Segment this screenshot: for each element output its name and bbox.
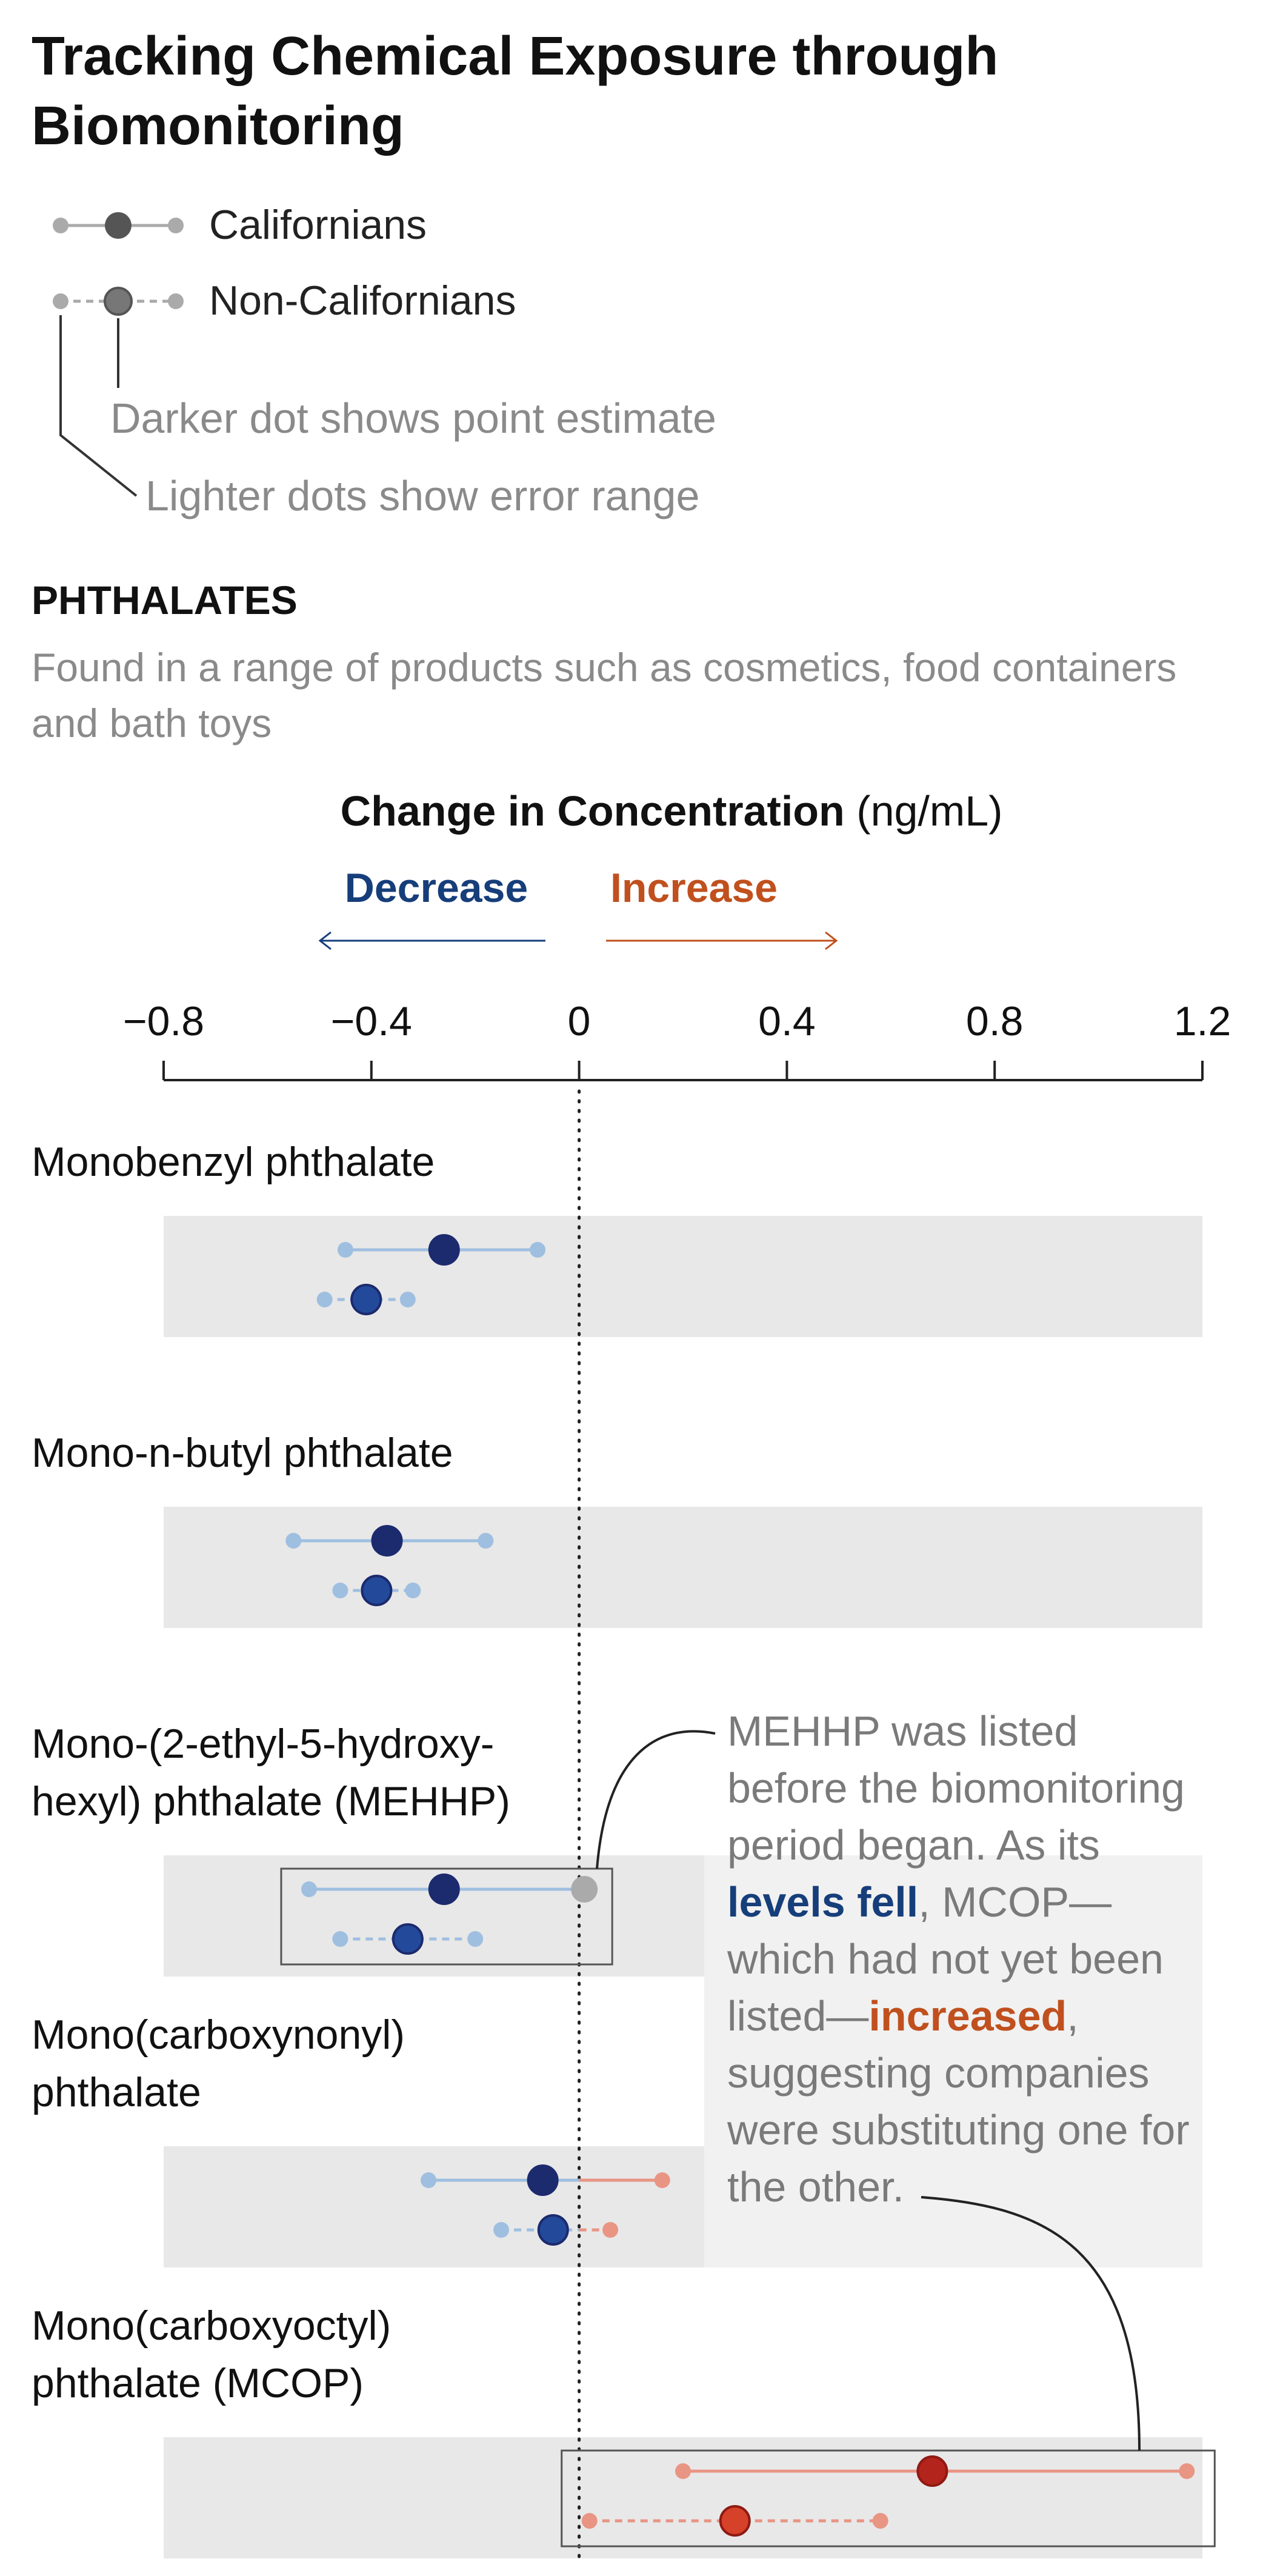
range-low-dot <box>581 2513 598 2529</box>
connector-mcop <box>921 2196 1141 2451</box>
range-non-californians <box>581 2505 888 2537</box>
chart-title: Tracking Chemical Exposure through Biomo… <box>32 26 1013 156</box>
point-estimate-dot <box>350 1284 382 1315</box>
range-high-dot <box>654 2172 670 2188</box>
point-estimate-dot <box>527 2164 559 2196</box>
x-tick-label: 0.8 <box>966 998 1024 1044</box>
legend-leader-lines <box>59 315 138 497</box>
decrease-label: Decrease <box>345 865 528 911</box>
category-label: Mono-(2-ethyl-5-hydroxy-hexyl) phthalate… <box>32 1721 510 1824</box>
legend-californians-symbol <box>53 212 184 239</box>
range-high-dot <box>478 1533 494 1549</box>
x-tick-label: 0.4 <box>758 998 816 1044</box>
category-label: Mono-n-butyl phthalate <box>32 1430 453 1476</box>
legend: Californians Non-Californians Darker dot… <box>53 202 716 519</box>
range-high-dot <box>530 1242 546 1258</box>
category-label: Mono(carboxyoctyl) phthalate (MCOP) <box>32 2303 391 2406</box>
annotation-connectors <box>596 1730 1141 2451</box>
row-marks <box>285 1234 1195 2537</box>
range-high-dot <box>872 2513 888 2529</box>
range-low-dot <box>493 2222 510 2238</box>
x-axis: −0.8 −0.4 0 0.4 0.8 1.2 <box>123 998 1231 1081</box>
section-description-line-1: Found in a range of products such as cos… <box>32 645 1176 690</box>
range-high-dot <box>571 1876 598 1903</box>
range-californians <box>285 1525 494 1557</box>
range-californians <box>421 2164 670 2196</box>
highlight-box <box>561 2449 1216 2548</box>
row-background <box>164 1507 1202 1628</box>
annotation-text: MEHHP was listed before the biomonitoring… <box>727 1707 1190 2211</box>
range-non-californians <box>332 1923 484 1955</box>
section-description-line-2: and bath toys <box>32 701 272 746</box>
range-low-dot <box>675 2463 691 2479</box>
legend-non-californians-symbol <box>53 287 184 316</box>
range-high-dot <box>1179 2463 1195 2479</box>
range-high-dot <box>405 1583 421 1598</box>
section-description: Found in a range of products such as cos… <box>32 645 1188 746</box>
point-estimate-dot <box>361 1575 393 1606</box>
range-low-dot <box>332 1931 348 1947</box>
range-non-californians <box>316 1284 416 1315</box>
row-background <box>164 2437 1202 2558</box>
axis-title-unit: (ng/mL) <box>845 787 1003 835</box>
x-tick-label: 0 <box>568 998 591 1044</box>
annotation-background <box>704 1855 1202 2267</box>
row-labels: Monobenzyl phthalate Mono-n-butyl phthala… <box>32 1139 510 2406</box>
range-non-californians <box>332 1575 421 1606</box>
range-low-dot <box>316 1292 333 1307</box>
range-high-dot <box>602 2222 619 2238</box>
increase-label: Increase <box>610 865 778 911</box>
category-label: Monobenzyl phthalate <box>32 1139 435 1185</box>
range-californians <box>675 2455 1195 2487</box>
decrease-arrow <box>318 931 545 950</box>
annotation-box <box>704 1855 1202 2267</box>
range-californians <box>301 1874 598 1905</box>
x-tick-label: 1.2 <box>1174 998 1231 1044</box>
legend-non-californians-label: Non-Californians <box>209 278 516 324</box>
point-estimate-dot <box>428 1874 460 1905</box>
range-californians <box>337 1234 546 1266</box>
point-estimate-dot <box>392 1923 424 1955</box>
row-background <box>164 1216 1202 1337</box>
highlight-boxes <box>280 1867 1216 2548</box>
highlight-box <box>280 1867 613 1966</box>
legend-range-note: Lighter dots show error range <box>145 472 699 519</box>
x-tick-label: −0.8 <box>123 998 204 1044</box>
range-low-dot <box>285 1533 302 1549</box>
point-estimate-dot <box>371 1525 403 1557</box>
range-low-dot <box>332 1583 348 1598</box>
point-estimate-dot <box>537 2214 569 2246</box>
legend-californians-label: Californians <box>209 202 427 248</box>
category-label: Mono(carboxynonyl) phthalate <box>32 2012 405 2115</box>
legend-point-note: Darker dot shows point estimate <box>110 395 716 442</box>
x-tick-label: −0.4 <box>331 998 412 1044</box>
connector-mehhp <box>596 1730 716 1869</box>
chart-title-line-1: Tracking Chemical Exposure through <box>32 26 998 87</box>
axis-title: Change in Concentration (ng/mL) <box>341 787 1003 835</box>
range-low-dot <box>337 1242 353 1258</box>
axis-title-main: Change in Concentration <box>341 787 845 835</box>
range-non-californians <box>493 2214 619 2246</box>
increase-arrow <box>606 931 838 950</box>
range-low-dot <box>421 2172 437 2188</box>
range-high-dot <box>467 1931 484 1947</box>
section-title: PHTHALATES <box>32 578 298 622</box>
chart-title-line-2: Biomonitoring <box>32 96 404 156</box>
point-estimate-dot <box>916 2455 948 2487</box>
range-high-dot <box>399 1292 416 1307</box>
point-estimate-dot <box>428 1234 460 1266</box>
point-estimate-dot <box>719 2505 751 2537</box>
range-low-dot <box>301 1881 317 1897</box>
